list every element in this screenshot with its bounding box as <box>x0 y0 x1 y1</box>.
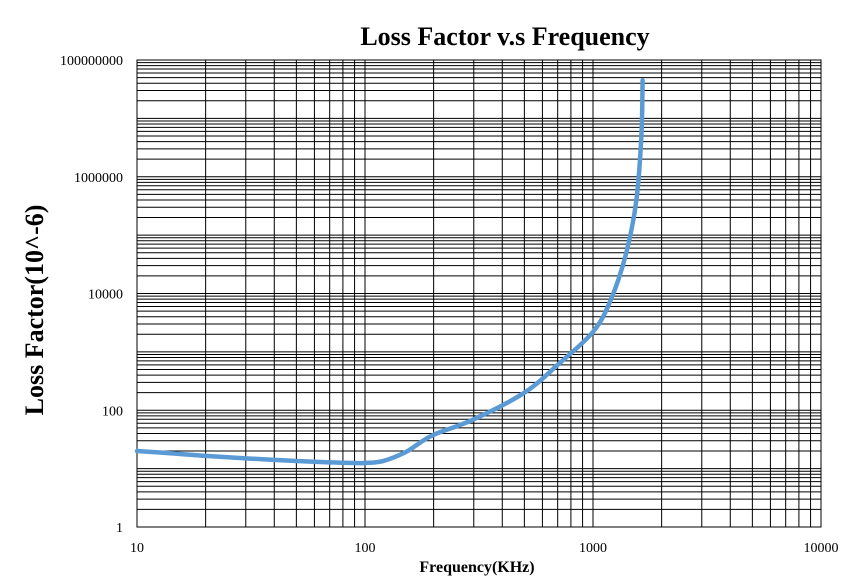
x-tick-label: 10 <box>130 541 144 556</box>
y-axis-label: Loss Factor(10^-6) <box>20 205 49 416</box>
y-tick-label: 1 <box>116 521 123 536</box>
y-tick-label: 10000 <box>88 288 123 303</box>
x-tick-label: 100 <box>355 541 376 556</box>
grid-lines <box>137 60 821 527</box>
loss-factor-series-line <box>134 77 645 466</box>
y-tick-label: 100000000 <box>60 54 123 69</box>
x-tick-label: 10000 <box>804 541 839 556</box>
plot-area-border <box>136 59 822 528</box>
x-axis-label: Frequency(KHz) <box>419 559 534 576</box>
x-tick-label: 1000 <box>579 541 607 556</box>
y-tick-label: 1000000 <box>74 171 123 186</box>
series-group <box>134 77 645 466</box>
chart-title: Loss Factor v.s Frequency <box>360 22 649 51</box>
tick-labels: 10 100 1000 10000 1 100 10000 1000000 100000000 <box>60 54 839 556</box>
y-tick-label: 100 <box>102 404 123 419</box>
